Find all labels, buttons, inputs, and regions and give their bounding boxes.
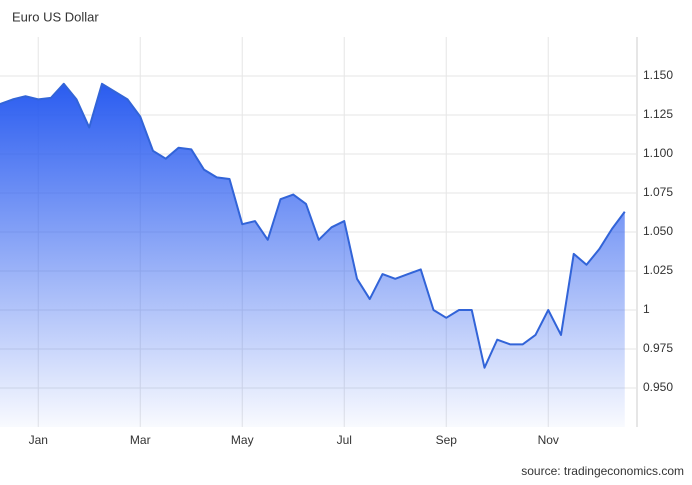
y-tick-label: 1.150	[643, 68, 673, 82]
y-tick-label: 1.100	[643, 146, 673, 160]
line	[0, 82, 626, 369]
y-tick-label: 1	[643, 302, 650, 316]
area	[0, 83, 625, 428]
x-tick-label: Sep	[436, 433, 458, 447]
y-tick-label: 0.950	[643, 380, 673, 394]
y-tick-label: 1.075	[643, 185, 673, 199]
x-tick-label: May	[231, 433, 254, 447]
y-tick-label: 1.050	[643, 224, 673, 238]
x-tick-label: Nov	[538, 433, 559, 447]
y-tick-label: 1.125	[643, 107, 673, 121]
source: source: tradingeconomics.com	[521, 464, 684, 478]
x-tick-label: Jan	[29, 433, 48, 447]
x-tick-label: Mar	[130, 433, 151, 447]
y-tick-label: 0.975	[643, 341, 673, 355]
y-tick-label: 1.025	[643, 263, 673, 277]
x-tick-label: Jul	[337, 433, 352, 447]
chart-title: Euro US Dollar	[12, 9, 99, 24]
